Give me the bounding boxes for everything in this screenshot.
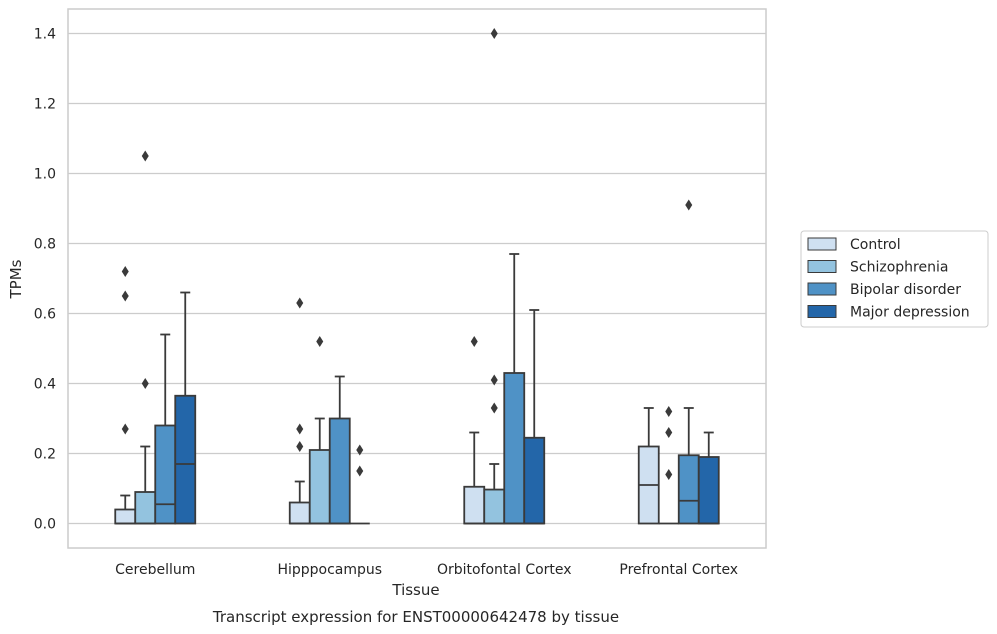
outlier-point [490,28,498,39]
box-group [154,333,177,525]
legend-swatch [807,282,837,296]
y-tick-label: 0.8 [34,237,56,253]
plot-frame [67,8,767,549]
outlier-point [665,406,673,417]
chart-caption: Transcript expression for ENST0000064247… [212,608,619,626]
legend-swatch [807,237,837,251]
box [697,456,720,525]
outlier-point [296,297,304,309]
outlier-point [356,465,364,477]
legend: Control Schizophrenia Bipolar disorder Majo… [800,230,989,328]
y-tick-label: 1.2 [34,97,56,113]
outlier-point [665,469,673,480]
box-group [308,336,331,525]
outlier-point [316,336,324,347]
box-group [134,150,157,525]
y-tick-label: 1.4 [34,27,56,43]
box-group [523,309,546,525]
box [114,508,137,525]
outlier-point [490,374,498,386]
outlier-point [665,427,673,438]
box-group [349,444,370,525]
legend-label: Control [850,237,901,253]
box-group [637,407,660,525]
legend-label: Schizophrenia [850,260,948,276]
box-plots [114,28,720,525]
box-group [697,431,720,525]
box-group [658,406,679,525]
outlier-point [490,402,498,414]
box-group [483,28,506,525]
outlier-point [121,290,129,302]
box [463,485,486,525]
box-group [328,375,351,525]
box [154,424,177,525]
x-tick-label: Hipppocampus [277,562,382,578]
box-group [503,253,526,525]
y-tick-label: 1.0 [34,167,56,183]
outlier-point [121,423,129,435]
outlier-point [470,336,478,347]
box [288,501,311,525]
y-axis-label: TPMs [7,259,25,299]
box-group [114,266,137,525]
outlier-point [296,441,304,452]
outlier-point [141,378,149,389]
outlier-point [141,150,149,162]
y-tick-label: 0.0 [34,517,56,533]
box-group [677,199,700,525]
y-tick-labels: 0.0 0.2 0.4 0.6 0.8 1.0 1.2 1.4 [34,27,56,533]
y-tick-label: 0.6 [34,307,56,323]
box-group [463,336,486,525]
box [483,488,506,525]
box [134,491,157,525]
box [503,372,526,525]
box-group [288,297,311,525]
x-tick-labels: Cerebellum Hipppocampus Orbitofontal Corte… [115,562,738,578]
legend-swatch [807,305,837,318]
x-tick-label: Orbitofontal Cortex [437,562,572,578]
outlier-point [296,423,304,435]
box [523,436,546,525]
outlier-point [685,199,693,211]
box [677,454,700,525]
legend-label: Bipolar disorder [850,282,961,298]
y-tick-label: 0.2 [34,447,56,463]
legend-swatch [807,260,837,273]
box-group [174,291,197,525]
x-axis-label: Tissue [391,581,439,599]
legend-label: Major depression [850,305,970,321]
x-tick-label: Prefrontal Cortex [619,562,738,578]
box [308,449,331,525]
box [328,417,351,525]
outlier-point [121,266,129,277]
outlier-point [356,444,364,456]
x-tick-label: Cerebellum [115,562,195,578]
box [174,394,197,525]
y-tick-label: 0.4 [34,377,56,393]
legend-frame [800,230,989,328]
